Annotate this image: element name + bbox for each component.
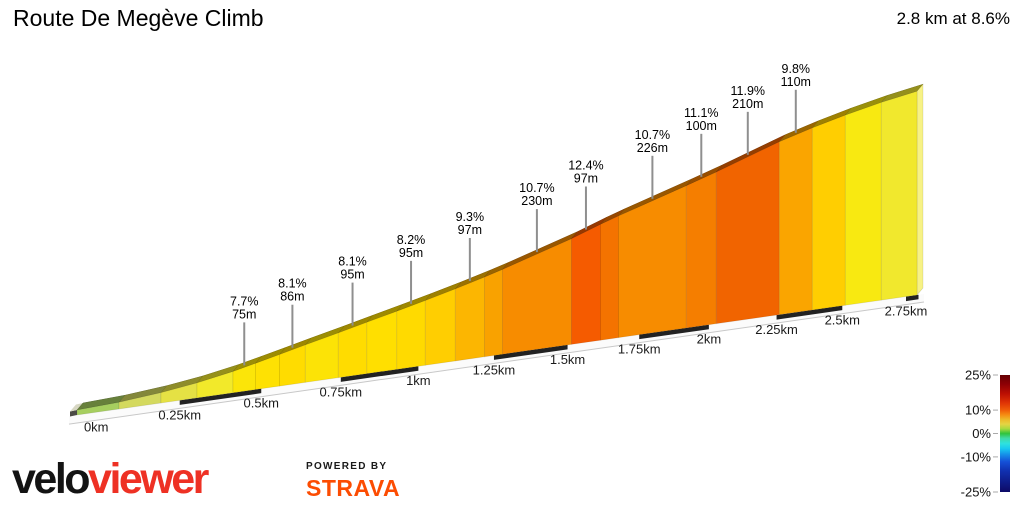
legend-tick-label: 25% xyxy=(965,368,991,383)
segment-length-label: 97m xyxy=(574,172,598,186)
x-axis-tick-label: 1.25km xyxy=(473,362,516,377)
x-axis-tick-label: 0.25km xyxy=(158,407,201,422)
segment-gradient-label: 8.1% xyxy=(278,277,307,291)
page-title: Route De Megève Climb xyxy=(13,5,264,31)
profile-segment xyxy=(685,171,717,329)
segment-gradient-label: 9.8% xyxy=(782,62,811,76)
brand-viewer: viewer xyxy=(88,455,209,503)
veloviewer-logo: veloviewer xyxy=(12,455,209,503)
legend-tick-label: 0% xyxy=(972,426,991,441)
segment-gradient-label: 7.7% xyxy=(230,294,259,308)
strava-logo: STRAVA xyxy=(306,475,401,501)
axis-tick-band xyxy=(340,366,419,382)
segment-gradient-label: 8.2% xyxy=(397,233,426,247)
profile-segment xyxy=(571,223,601,345)
profile-segment xyxy=(778,127,813,316)
segment-length-label: 210m xyxy=(732,97,763,111)
segment-gradient-label: 9.3% xyxy=(456,210,485,224)
x-axis-tick-label: 0km xyxy=(84,419,109,434)
profile-segment xyxy=(424,288,456,366)
profile-segment xyxy=(844,101,882,306)
profile-segment xyxy=(483,268,503,358)
axis-tick-band xyxy=(179,388,262,405)
segment-length-label: 86m xyxy=(280,290,304,304)
x-axis-tick-label: 0.5km xyxy=(244,396,279,411)
legend-tick-label: -10% xyxy=(961,449,992,464)
x-axis-tick-label: 2.5km xyxy=(825,313,860,328)
segment-length-label: 230m xyxy=(521,194,552,208)
profile-start-cap-top xyxy=(70,403,83,412)
segment-gradient-label: 8.1% xyxy=(338,255,367,269)
x-axis-tick-label: 1km xyxy=(406,373,431,388)
profile-start-cap-front xyxy=(70,410,77,417)
segment-length-label: 110m xyxy=(781,75,811,89)
segment-length-label: 226m xyxy=(637,141,668,155)
legend-tick-label: -25% xyxy=(961,485,992,500)
axis-tick-band xyxy=(493,344,568,360)
segment-length-label: 75m xyxy=(232,307,256,321)
segment-length-label: 100m xyxy=(686,119,717,133)
legend-tick-label: 10% xyxy=(965,403,991,418)
x-axis-tick-label: 2.75km xyxy=(885,304,928,319)
x-axis-tick-label: 2.25km xyxy=(755,322,798,337)
x-axis-tick-label: 2km xyxy=(697,332,722,347)
segment-gradient-label: 11.1% xyxy=(684,106,719,120)
profile-segment xyxy=(880,90,918,301)
segment-length-label: 97m xyxy=(458,223,482,237)
segment-length-label: 95m xyxy=(340,268,364,282)
gradient-legend-bar xyxy=(1000,375,1010,492)
profile-segment xyxy=(454,276,485,362)
segment-gradient-label: 10.7% xyxy=(519,181,554,195)
segment-gradient-label: 12.4% xyxy=(568,159,603,173)
profile-segment xyxy=(366,310,398,375)
strava-attribution: POWERED BY STRAVA xyxy=(306,461,400,502)
profile-segment xyxy=(715,141,780,325)
powered-by-label: POWERED BY xyxy=(306,461,388,472)
segment-length-label: 95m xyxy=(399,246,423,260)
profile-segment xyxy=(396,299,426,370)
brand-velo: velo xyxy=(12,455,91,503)
segment-gradient-label: 11.9% xyxy=(731,84,766,98)
axis-tick-band xyxy=(639,324,709,340)
segment-gradient-label: 10.7% xyxy=(635,128,670,142)
x-axis-tick-label: 1.75km xyxy=(618,342,661,357)
profile-segment xyxy=(811,114,846,311)
axis-tick-band xyxy=(906,294,919,302)
axis-tick-band xyxy=(776,305,843,320)
profile-segment xyxy=(501,238,572,355)
x-axis-tick-label: 1.5km xyxy=(550,352,585,367)
climb-summary: 2.8 km at 8.6% xyxy=(896,9,1010,28)
profile-end-cap xyxy=(916,83,924,296)
ground-strip-edge xyxy=(68,301,925,425)
x-axis-tick-label: 0.75km xyxy=(319,384,362,399)
profile-segment xyxy=(600,215,619,341)
